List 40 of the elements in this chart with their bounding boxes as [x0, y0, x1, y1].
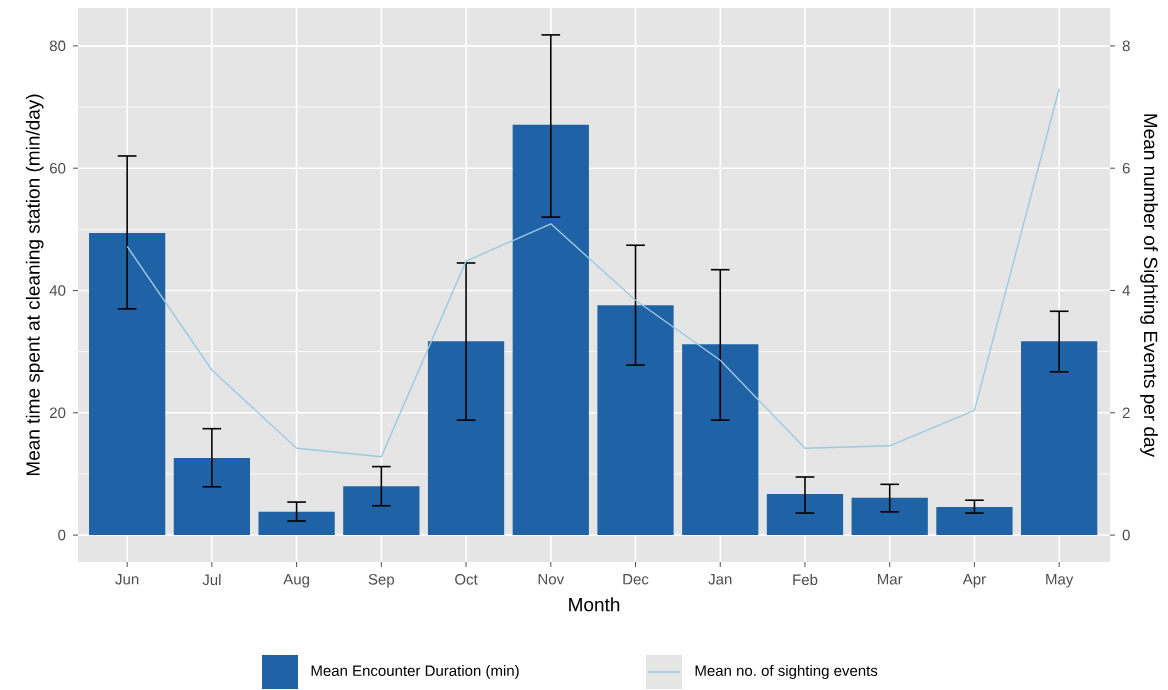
x-tick-label: Apr	[962, 574, 986, 588]
bar	[173, 458, 251, 536]
y2-axis-title: Mean number of Sighting Events per day	[1140, 114, 1158, 458]
x-tick-label: Mar	[878, 574, 903, 585]
bar	[89, 233, 166, 536]
y-tick-label: 0	[58, 529, 66, 541]
bar	[766, 494, 844, 536]
y2-tick-label: 4	[1122, 285, 1130, 296]
bar	[258, 511, 335, 536]
x-axis-title: Month	[569, 597, 620, 612]
x-tick-label: Dec	[623, 574, 649, 585]
y-tick-label: 80	[49, 40, 66, 52]
bar	[597, 305, 674, 536]
y-axis-title: Mean time spent at cleaning station (min/day)	[25, 94, 44, 476]
bar	[427, 341, 505, 536]
x-tick-label: Jun	[115, 574, 139, 585]
legend-label: Mean no. of sighting events	[695, 665, 878, 679]
bar	[512, 124, 589, 536]
x-tick-label: Jul	[202, 574, 221, 586]
x-tick-label: Nov	[538, 574, 565, 585]
bar	[1021, 341, 1098, 536]
y-tick-label: 40	[49, 285, 66, 296]
bar	[936, 506, 1013, 536]
x-tick-label: Aug	[283, 574, 309, 588]
x-tick-label: Sep	[368, 574, 395, 588]
x-tick-label: Jan	[708, 574, 732, 585]
y2-tick-label: 2	[1122, 407, 1130, 419]
bar	[851, 497, 928, 536]
y2-tick-label: 0	[1122, 529, 1130, 541]
y2-tick-label: 6	[1122, 162, 1130, 174]
bar	[682, 344, 759, 536]
x-tick-label: May	[1046, 574, 1074, 588]
y2-tick-label: 8	[1122, 40, 1130, 52]
legend-label: Mean Encounter Duration (min)	[311, 665, 519, 679]
bar	[343, 486, 420, 536]
y-tick-label: 20	[50, 407, 66, 419]
x-tick-label: Oct	[455, 574, 478, 585]
line-series	[126, 88, 1060, 458]
y-tick-label: 60	[50, 162, 66, 174]
x-tick-label: Feb	[793, 574, 818, 586]
